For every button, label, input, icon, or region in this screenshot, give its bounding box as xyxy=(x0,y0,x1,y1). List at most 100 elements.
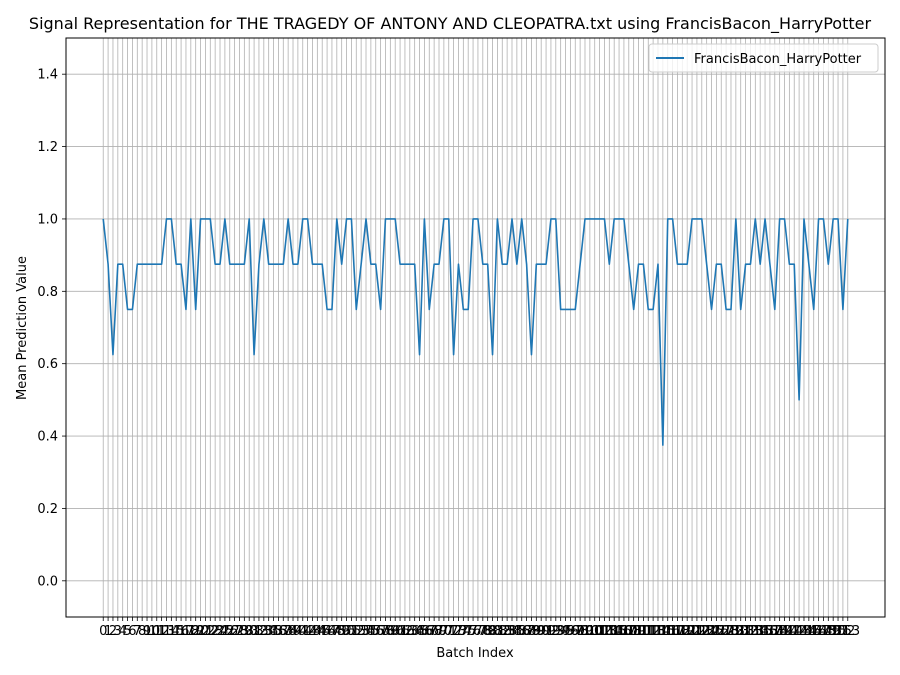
x-tick-label: 126 xyxy=(704,624,729,639)
x-tick-label: 133 xyxy=(738,624,763,639)
x-tick-label: 36 xyxy=(270,624,287,639)
x-tick-label: 107 xyxy=(612,624,637,639)
x-tick-label: 89 xyxy=(528,624,545,639)
x-tick-label: 94 xyxy=(552,624,569,639)
x-tick-label: 67 xyxy=(421,624,438,639)
legend: FrancisBacon_HarryPotter xyxy=(648,43,879,73)
x-tick-label: 71 xyxy=(440,624,457,639)
x-tick-label: 24 xyxy=(212,624,229,639)
x-tick-label: 101 xyxy=(582,624,607,639)
x-tick-label: 110 xyxy=(626,624,651,639)
x-axis-label: Batch Index xyxy=(436,646,514,661)
x-tick-label: 123 xyxy=(689,624,714,639)
x-tick-label: 95 xyxy=(557,624,574,639)
x-tick-label: 21 xyxy=(197,624,214,639)
x-tick-label: 2 xyxy=(109,624,117,639)
x-tick-label: 3 xyxy=(114,624,122,639)
x-tick-label: 87 xyxy=(518,624,535,639)
x-tick-label: 100 xyxy=(577,624,602,639)
x-tick-label: 114 xyxy=(646,624,671,639)
x-tick-label: 80 xyxy=(484,624,501,639)
x-tick-label: 74 xyxy=(455,624,472,639)
y-tick-label: 0.4 xyxy=(37,430,58,445)
x-tick-label: 135 xyxy=(748,624,773,639)
x-tick-label: 104 xyxy=(597,624,622,639)
x-tick-label: 139 xyxy=(767,624,792,639)
x-tick-label: 33 xyxy=(256,624,273,639)
x-tick-label: 23 xyxy=(207,624,224,639)
x-tick-label: 40 xyxy=(290,624,307,639)
x-tick-label: 54 xyxy=(358,624,375,639)
x-tick-label: 81 xyxy=(489,624,506,639)
x-tick-label: 42 xyxy=(299,624,316,639)
x-tick-label: 99 xyxy=(577,624,594,639)
x-tick-label: 30 xyxy=(241,624,258,639)
plot-background xyxy=(66,38,885,617)
x-tick-label: 29 xyxy=(236,624,253,639)
x-tick-label: 121 xyxy=(680,624,705,639)
x-tick-label: 102 xyxy=(587,624,612,639)
x-tick-label: 52 xyxy=(348,624,365,639)
x-tick-label: 145 xyxy=(796,624,821,639)
x-tick-label: 32 xyxy=(251,624,268,639)
x-tick-label: 75 xyxy=(460,624,477,639)
x-tick-label: 151 xyxy=(826,624,851,639)
plot-frame xyxy=(65,37,886,618)
y-tick-label: 0.6 xyxy=(37,357,58,372)
x-tick-label: 84 xyxy=(504,624,521,639)
x-tick-label: 152 xyxy=(830,624,855,639)
x-tick-label: 138 xyxy=(762,624,787,639)
x-tick-label: 50 xyxy=(338,624,355,639)
x-tick-label: 56 xyxy=(367,624,384,639)
y-tick-label: 1.4 xyxy=(37,68,58,83)
x-tick-label: 122 xyxy=(685,624,710,639)
legend-label: FrancisBacon_HarryPotter xyxy=(694,52,862,67)
x-tick-label: 111 xyxy=(631,624,656,639)
x-tick-label: 132 xyxy=(733,624,758,639)
y-tick-label: 0.8 xyxy=(37,285,58,300)
chart-title: Signal Representation for THE TRAGEDY OF… xyxy=(29,14,872,34)
x-tick-label: 27 xyxy=(226,624,243,639)
x-tick-label: 79 xyxy=(479,624,496,639)
x-tick-label: 142 xyxy=(782,624,807,639)
x-tick-label: 58 xyxy=(377,624,394,639)
x-tick-label: 8 xyxy=(138,624,146,639)
x-tick-label: 59 xyxy=(382,624,399,639)
x-tick-label: 22 xyxy=(202,624,219,639)
x-tick-label: 76 xyxy=(465,624,482,639)
x-tick-label: 18 xyxy=(183,624,200,639)
x-tick-label: 106 xyxy=(607,624,632,639)
x-tick-label: 97 xyxy=(567,624,584,639)
x-tick-label: 34 xyxy=(260,624,277,639)
x-tick-label: 46 xyxy=(319,624,336,639)
x-tick-label: 140 xyxy=(772,624,797,639)
x-tick-label: 55 xyxy=(363,624,380,639)
x-tick-label: 44 xyxy=(309,624,326,639)
x-tick-label: 86 xyxy=(513,624,530,639)
x-tick-label: 5 xyxy=(123,624,131,639)
x-tick-label: 65 xyxy=(411,624,428,639)
x-tick-label: 13 xyxy=(158,624,175,639)
x-tick-label: 144 xyxy=(792,624,817,639)
x-tick-label: 125 xyxy=(699,624,724,639)
series-layer xyxy=(102,218,849,446)
x-tick-label: 118 xyxy=(665,624,690,639)
x-tick-label: 64 xyxy=(406,624,423,639)
x-tick-label: 143 xyxy=(787,624,812,639)
x-tick-label: 45 xyxy=(314,624,331,639)
x-tick-label: 69 xyxy=(431,624,448,639)
x-tick-label: 119 xyxy=(670,624,695,639)
x-tick-label: 83 xyxy=(499,624,516,639)
legend-box xyxy=(648,43,879,73)
x-tick-label: 66 xyxy=(416,624,433,639)
x-tick-label: 105 xyxy=(602,624,627,639)
x-tick-label: 91 xyxy=(538,624,555,639)
x-tick-label: 141 xyxy=(777,624,802,639)
y-axis-label: Mean Prediction Value xyxy=(15,256,30,400)
x-tick-label: 11 xyxy=(148,624,165,639)
x-tick-label: 43 xyxy=(304,624,321,639)
y-axis-ticks: 0.0 0.2 0.4 0.6 0.8 1.0 1.2 1.4 xyxy=(37,68,66,589)
y-tick-label: 1.0 xyxy=(37,212,58,227)
x-tick-label: 115 xyxy=(650,624,675,639)
